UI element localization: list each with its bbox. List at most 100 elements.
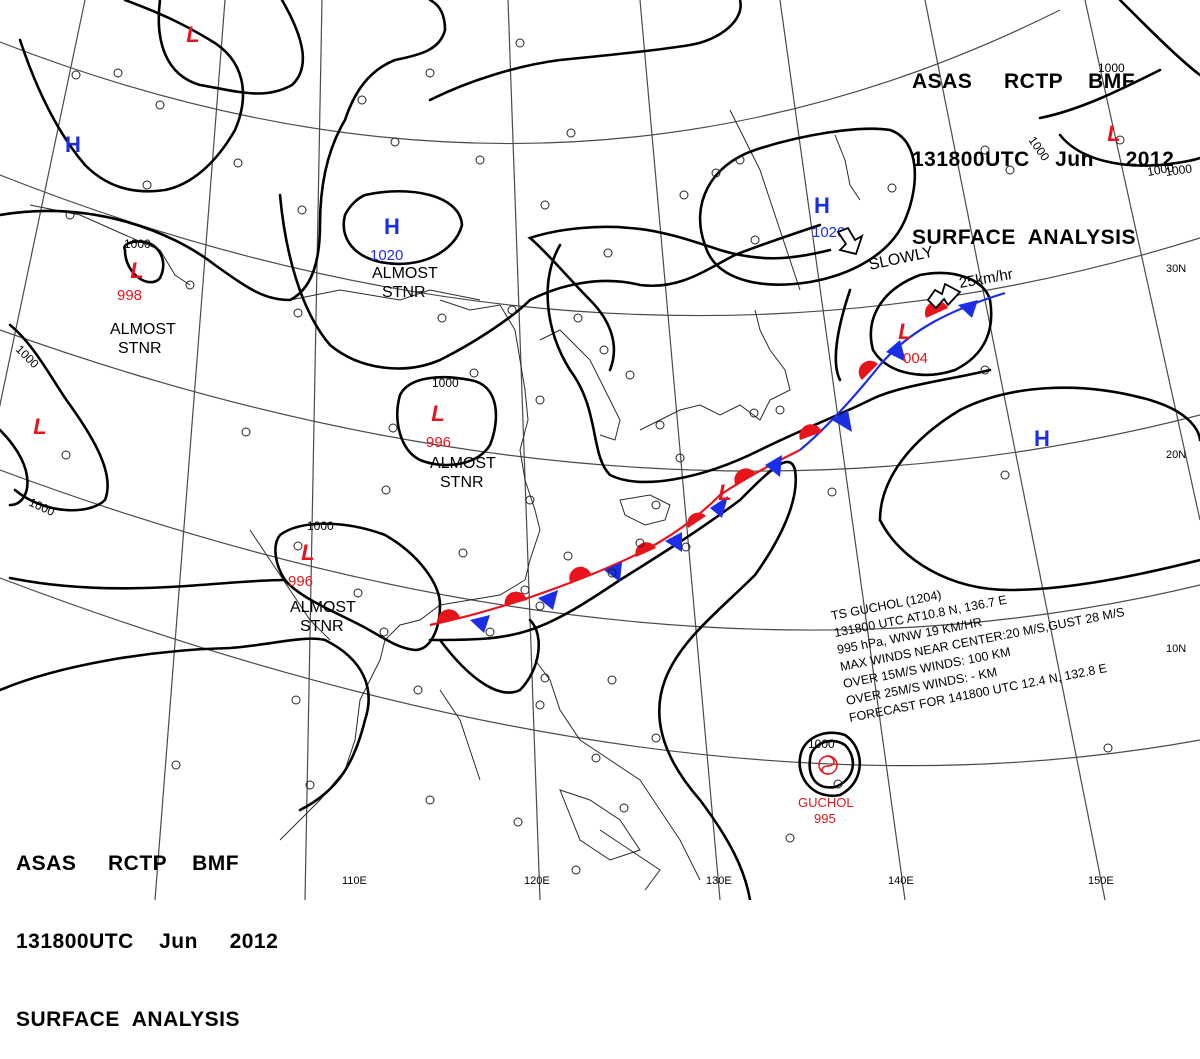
station-marker <box>591 753 601 763</box>
coastline <box>539 329 621 441</box>
map-annotations: ALMOST STNR ALMOST STNR ALMOST STNR ALMOST S… <box>110 244 1014 635</box>
center-pressure-value: 996 <box>426 434 451 451</box>
coastline <box>834 134 861 201</box>
station-plots <box>61 38 1125 875</box>
header-title-line: SURFACE ANALYSIS <box>16 1008 240 1031</box>
station-marker <box>535 395 545 405</box>
station-marker <box>437 313 447 323</box>
station-marker <box>827 487 837 497</box>
isobar <box>869 271 993 377</box>
storm-labels: GUCHOL 995 1000 <box>798 737 854 826</box>
station-marker <box>887 183 897 193</box>
station-marker <box>681 542 691 552</box>
station-marker <box>571 865 581 875</box>
station-marker <box>711 168 721 178</box>
high-pressure-center: H <box>814 193 830 218</box>
station-marker <box>833 779 843 789</box>
isobar <box>438 618 541 694</box>
isobar <box>8 576 287 590</box>
isobar <box>698 127 917 286</box>
station-marker <box>651 500 661 510</box>
meridian-line <box>924 0 1106 900</box>
isobar <box>1058 133 1200 167</box>
station-marker <box>785 833 795 843</box>
station-marker <box>142 180 152 190</box>
center-pressure-value: 998 <box>117 287 142 304</box>
isobar <box>342 189 464 266</box>
isobars <box>0 0 1200 900</box>
low-pressure-center: L <box>718 480 731 505</box>
coastline <box>249 529 331 641</box>
isobar <box>878 518 1200 592</box>
warm-front-semicircle <box>687 512 706 528</box>
coastlines <box>29 109 861 891</box>
station-marker <box>185 280 195 290</box>
parallel-line <box>0 469 1200 631</box>
station-marker <box>155 100 165 110</box>
isobar-label: 1000 <box>1098 61 1125 75</box>
motion-arrows <box>836 226 962 310</box>
station-marker <box>71 70 81 80</box>
station-marker <box>388 423 398 433</box>
coastline <box>289 289 481 301</box>
station-marker <box>233 158 243 168</box>
longitude-label: 150E <box>1088 875 1114 887</box>
parallel-line <box>0 329 1200 472</box>
header-station-line: ASAS RCTP BMF <box>16 852 240 875</box>
station-marker <box>413 685 423 695</box>
station-marker <box>625 370 635 380</box>
station-marker <box>469 368 479 378</box>
station-marker <box>566 128 576 138</box>
station-marker <box>735 155 745 165</box>
station-marker <box>1005 165 1015 175</box>
station-marker <box>357 95 367 105</box>
isobar <box>8 323 109 512</box>
cold-front-triangle <box>665 532 682 552</box>
isobar <box>0 637 370 812</box>
coastline <box>599 829 661 891</box>
station-marker <box>540 200 550 210</box>
station-marker <box>1115 135 1125 145</box>
station-marker <box>425 795 435 805</box>
isobar-label: 1000 <box>1164 161 1193 179</box>
station-marker <box>655 420 665 430</box>
almost-stnr-label: ALMOST STNR <box>430 455 496 491</box>
station-marker <box>241 427 251 437</box>
isobar <box>157 0 305 95</box>
isobar-label: 1000 <box>307 519 334 533</box>
almost-stnr-label: ALMOST STNR <box>290 599 356 635</box>
station-marker <box>563 551 573 561</box>
station-marker <box>513 817 523 827</box>
isobar <box>1038 68 1162 120</box>
isobar-label: 1000 <box>13 342 42 371</box>
warm-front-semicircle <box>858 360 878 380</box>
longitude-label: 110E <box>342 875 367 887</box>
station-marker <box>573 313 583 323</box>
isobar <box>808 739 855 789</box>
cold-front-triangle <box>886 340 906 362</box>
station-marker <box>679 190 689 200</box>
meridian-line <box>779 0 906 900</box>
meridian-line <box>1084 0 1200 521</box>
station-marker <box>980 145 990 155</box>
coordinate-labels: 110E 120E 130E 140E 150E 30N 20N 10N <box>342 263 1186 887</box>
center-pressure-value: 1020 <box>812 224 845 241</box>
storm-isobar-label: 1000 <box>808 737 835 751</box>
station-marker <box>540 673 550 683</box>
parallel-line <box>0 174 1200 317</box>
station-marker <box>293 541 303 551</box>
station-marker <box>520 585 530 595</box>
longitude-label: 120E <box>524 875 550 887</box>
cold-front-triangle <box>538 590 558 610</box>
coastline <box>439 299 541 581</box>
station-marker <box>635 538 645 548</box>
lat-lon-grid <box>0 0 1200 900</box>
warm-front-semicircle <box>734 468 756 486</box>
slowly-arrow-icon <box>836 226 864 256</box>
station-marker <box>293 308 303 318</box>
isobar-label: 1000 <box>1146 160 1175 178</box>
storm-pressure-label: 995 <box>814 811 836 826</box>
header-title-line: SURFACE ANALYSIS <box>912 226 1136 249</box>
station-marker <box>458 548 468 558</box>
